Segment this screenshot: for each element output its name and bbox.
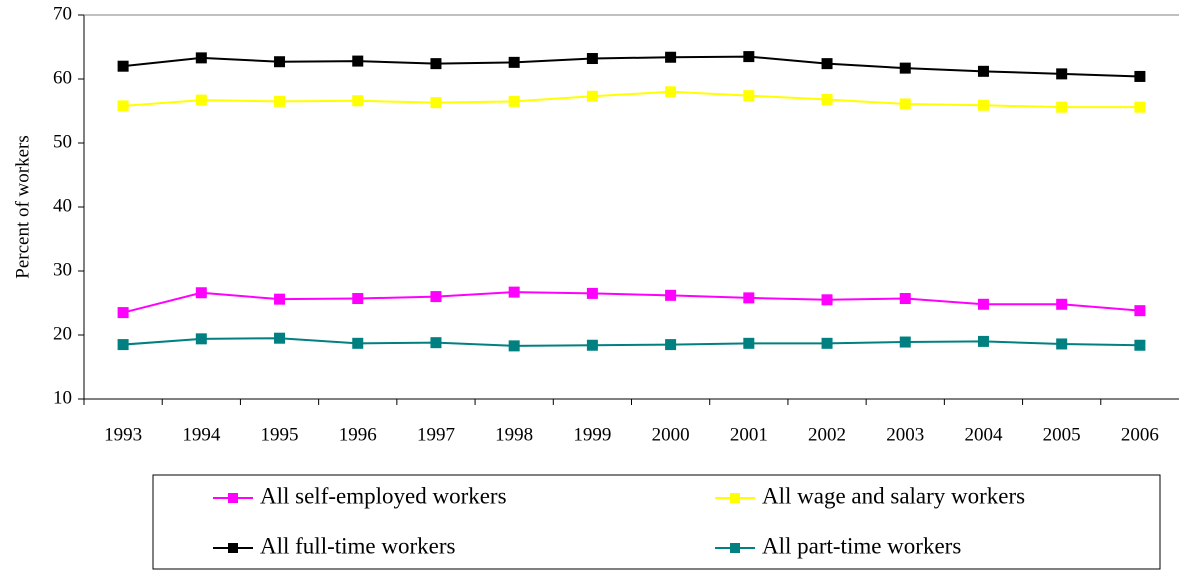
point-marker <box>899 336 911 348</box>
point-marker <box>586 53 598 65</box>
legend-box <box>152 474 1161 570</box>
point-marker <box>821 337 833 349</box>
y-tick-label: 60 <box>53 67 72 88</box>
y-tick-label: 20 <box>53 323 72 344</box>
point-marker <box>1056 68 1068 80</box>
x-tick-label: 1995 <box>261 424 299 445</box>
point-marker <box>821 294 833 306</box>
x-tick-label: 1993 <box>104 424 142 445</box>
point-marker <box>508 56 520 68</box>
x-tick-label: 2006 <box>1121 424 1159 445</box>
point-marker <box>274 95 286 107</box>
point-marker <box>586 287 598 299</box>
x-tick-label: 2003 <box>886 424 924 445</box>
series-line <box>123 337 1140 347</box>
point-marker <box>430 97 442 109</box>
y-tick-label: 30 <box>53 259 72 280</box>
series-line <box>122 291 1140 314</box>
legend-label: All full-time workers <box>260 533 456 558</box>
point-marker <box>899 293 911 305</box>
point-marker <box>1134 101 1146 113</box>
point-marker <box>1056 101 1068 113</box>
point-marker <box>117 339 129 351</box>
point-marker <box>1134 339 1146 351</box>
series-line <box>123 90 1140 109</box>
legend-swatch-marker <box>730 493 740 503</box>
point-marker <box>508 340 520 352</box>
point-marker <box>743 337 755 349</box>
point-marker <box>274 332 286 344</box>
x-tick-label: 2001 <box>730 424 768 445</box>
point-marker <box>586 339 598 351</box>
x-tick-label: 1994 <box>182 424 221 445</box>
point-marker <box>430 291 442 303</box>
point-marker <box>1056 298 1068 310</box>
point-marker <box>117 100 129 112</box>
point-marker <box>117 60 129 72</box>
y-axis-label: Percent of workers <box>12 135 33 279</box>
legend-label: All wage and salary workers <box>762 483 1025 508</box>
legend-swatch-marker <box>730 543 740 553</box>
point-marker <box>430 337 442 349</box>
y-tick-label: 10 <box>53 387 72 408</box>
point-marker <box>977 335 989 347</box>
point-marker <box>1134 70 1146 82</box>
x-tick-label: 2000 <box>652 424 690 445</box>
legend-label: All part-time workers <box>762 533 961 558</box>
point-marker <box>743 51 755 63</box>
point-marker <box>743 90 755 102</box>
x-tick-label: 1998 <box>495 424 533 445</box>
y-tick-label: 40 <box>53 195 72 216</box>
point-marker <box>665 339 677 351</box>
point-marker <box>508 286 520 298</box>
point-marker <box>274 293 286 305</box>
point-marker <box>430 58 442 70</box>
x-tick-label: 2005 <box>1043 424 1081 445</box>
point-marker <box>743 292 755 304</box>
point-marker <box>899 98 911 110</box>
point-marker <box>665 289 677 301</box>
legend-swatch-marker <box>228 493 238 503</box>
x-tick-label: 1996 <box>339 424 377 445</box>
point-marker <box>977 298 989 310</box>
y-tick-label: 50 <box>53 131 72 152</box>
point-marker <box>195 52 207 64</box>
series-line <box>123 55 1140 78</box>
point-marker <box>352 95 364 107</box>
legend-label: All self-employed workers <box>260 483 507 508</box>
x-tick-label: 2004 <box>964 424 1003 445</box>
point-marker <box>665 86 677 98</box>
point-marker <box>195 94 207 106</box>
y-tick-label: 70 <box>53 3 72 24</box>
x-tick-label: 1997 <box>417 424 455 445</box>
point-marker <box>195 287 207 299</box>
point-marker <box>352 337 364 349</box>
point-marker <box>665 51 677 63</box>
point-marker <box>821 93 833 105</box>
point-marker <box>977 99 989 111</box>
point-marker <box>117 307 129 319</box>
legend-swatch-marker <box>228 543 238 553</box>
point-marker <box>821 58 833 70</box>
point-marker <box>899 62 911 74</box>
x-tick-label: 1999 <box>573 424 611 445</box>
point-marker <box>508 95 520 107</box>
point-marker <box>1056 338 1068 350</box>
point-marker <box>352 55 364 67</box>
point-marker <box>274 56 286 68</box>
point-marker <box>195 333 207 345</box>
point-marker <box>586 90 598 102</box>
point-marker <box>1134 305 1146 317</box>
x-tick-label: 2002 <box>808 424 846 445</box>
point-marker <box>352 293 364 305</box>
point-marker <box>977 65 989 77</box>
